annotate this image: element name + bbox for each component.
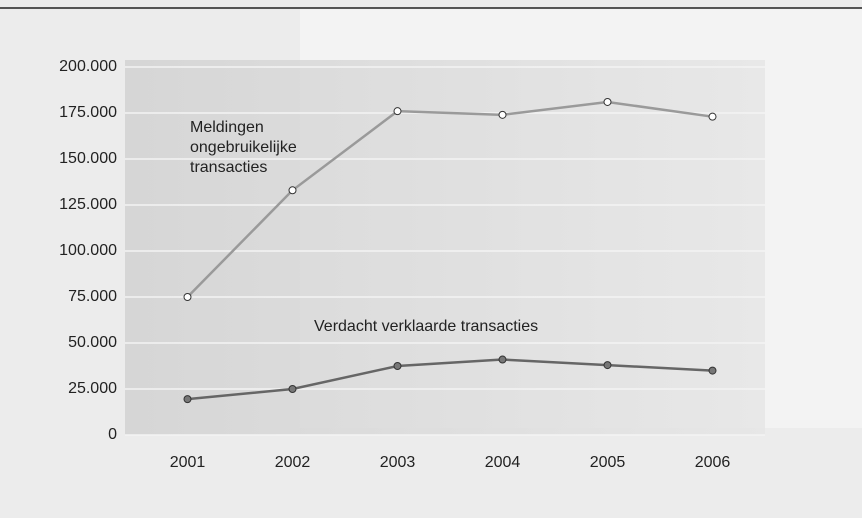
data-point [288,385,297,393]
y-tick-label: 125.000 [59,196,117,213]
y-tick-label: 150.000 [59,150,117,167]
data-point [498,110,507,119]
x-tick-label: 2005 [590,454,626,471]
y-tick-label: 50.000 [68,334,117,351]
data-point [603,361,612,370]
data-point [183,395,192,404]
y-tick-label: 75.000 [68,288,117,305]
y-tick-label: 0 [108,426,117,443]
data-point [708,366,717,375]
y-tick-label: 175.000 [59,104,117,121]
series-label: Meldingen ongebruikelijke transacties [190,119,297,176]
y-tick-label: 25.000 [68,380,117,397]
data-point [183,293,192,301]
data-point [288,186,297,195]
plot-area [125,60,765,435]
data-point [393,107,402,116]
x-tick-label: 2001 [170,454,206,471]
data-point [603,97,612,106]
x-tick-label: 2002 [275,454,311,471]
data-point [498,355,507,364]
x-tick-label: 2004 [485,454,521,471]
x-tick-label: 2003 [380,454,416,471]
data-point [708,112,717,121]
series-line [186,100,713,298]
data-point [393,362,402,370]
series-label: Verdacht verklaarde transacties [314,318,539,335]
series-line [187,358,713,401]
y-tick-label: 200.000 [59,58,117,75]
x-tick-label: 2006 [695,454,731,471]
y-tick-label: 100.000 [59,242,117,259]
